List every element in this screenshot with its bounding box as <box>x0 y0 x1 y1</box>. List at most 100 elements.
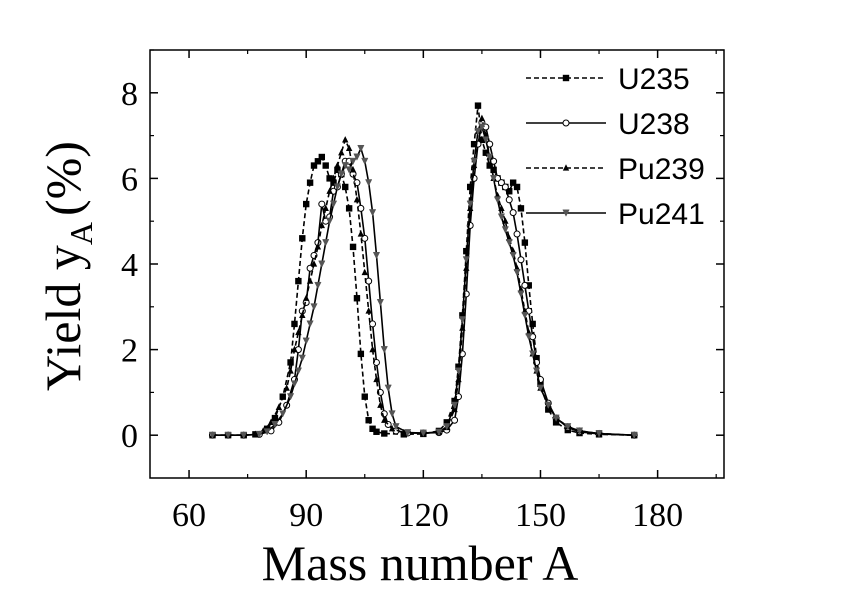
legend-marker-pu241 <box>562 209 570 217</box>
data-point-u238 <box>365 277 373 285</box>
data-point-pu241 <box>271 421 279 429</box>
data-point-pu239 <box>287 367 294 374</box>
data-point-pu241 <box>544 401 552 409</box>
data-point-u235 <box>287 359 294 366</box>
data-point-u238 <box>521 281 529 289</box>
x-tick-label: 120 <box>398 497 449 534</box>
data-point-u235 <box>322 162 329 169</box>
data-point-u235 <box>517 205 525 212</box>
y-tick-label: 4 <box>121 247 138 284</box>
data-point-pu241 <box>470 157 478 166</box>
data-point-pu241 <box>314 281 322 290</box>
data-point-pu239 <box>318 221 326 229</box>
x-tick-label: 180 <box>632 497 683 534</box>
y-tick-label: 8 <box>121 76 138 113</box>
data-point-u235 <box>506 188 513 195</box>
data-point-u238 <box>318 200 326 208</box>
data-point-pu241 <box>575 427 584 435</box>
y-axis-title-sub: A <box>63 222 99 245</box>
data-point-pu241 <box>630 431 638 439</box>
data-point-pu241 <box>361 157 369 166</box>
data-point-u235 <box>302 200 310 208</box>
data-point-u235 <box>474 102 482 109</box>
y-axis-title-main: Yield y <box>35 245 91 391</box>
data-point-pu239 <box>361 268 368 276</box>
data-point-pu239 <box>353 196 361 203</box>
data-point-pu241 <box>501 226 509 234</box>
data-point-u238 <box>451 416 459 424</box>
y-tick-label: 0 <box>121 418 138 455</box>
data-point-u235 <box>318 153 326 161</box>
data-point-pu241 <box>353 153 361 161</box>
y-axis-title-unit: (%) <box>35 141 91 216</box>
data-point-u235 <box>490 166 497 174</box>
legend-marker-u238 <box>562 119 570 127</box>
data-point-pu239 <box>478 114 486 122</box>
series-line-pu239 <box>212 115 635 436</box>
data-point-pu241 <box>208 431 217 439</box>
legend-label-pu241: Pu241 <box>618 198 705 231</box>
data-point-pu241 <box>462 256 470 264</box>
data-point-u235 <box>529 320 536 328</box>
data-point-pu241 <box>435 428 443 436</box>
data-point-pu241 <box>302 337 310 345</box>
data-point-u235 <box>373 428 380 435</box>
data-point-pu239 <box>283 384 290 391</box>
data-point-u235 <box>306 179 314 186</box>
data-point-pu241 <box>365 179 373 187</box>
data-point-pu241 <box>279 410 287 418</box>
data-point-pu241 <box>532 367 541 375</box>
x-tick-label: 90 <box>289 497 323 534</box>
data-point-pu239 <box>306 277 314 284</box>
data-point-u235 <box>349 243 357 251</box>
data-point-u235 <box>295 277 302 285</box>
data-point-u238 <box>497 179 505 187</box>
data-point-u235 <box>357 350 365 358</box>
legend-marker-u235 <box>562 74 570 82</box>
data-point-u238 <box>501 183 509 191</box>
data-point-pu241 <box>392 423 400 431</box>
data-point-u235 <box>345 205 353 212</box>
data-point-u235 <box>513 183 521 191</box>
legend-marker-pu239 <box>562 164 570 171</box>
data-point-u235 <box>291 320 298 328</box>
data-point-u235 <box>381 430 388 437</box>
data-point-pu241 <box>372 251 381 260</box>
legend-item-pu239: Pu239 <box>526 153 705 186</box>
data-point-u235 <box>525 282 532 289</box>
data-point-pu241 <box>486 153 494 161</box>
data-point-u235 <box>470 140 478 148</box>
data-point-pu241 <box>513 269 521 277</box>
data-point-pu239 <box>322 204 329 211</box>
data-point-pu241 <box>322 239 330 247</box>
y-tick-label: 6 <box>121 161 138 198</box>
data-point-pu241 <box>521 311 529 320</box>
data-point-pu239 <box>326 187 333 194</box>
series-line-u235 <box>212 105 635 436</box>
data-point-u235 <box>482 149 490 156</box>
data-point-pu241 <box>357 144 365 153</box>
data-point-pu239 <box>349 166 357 173</box>
data-point-pu241 <box>509 251 517 260</box>
data-point-pu241 <box>564 423 572 431</box>
data-point-pu241 <box>376 299 384 307</box>
data-point-pu241 <box>345 166 353 174</box>
data-point-pu239 <box>314 243 322 250</box>
legend-label-u235: U235 <box>618 63 690 96</box>
legend-item-u235: U235 <box>526 63 690 96</box>
data-point-u235 <box>310 162 318 169</box>
data-point-pu239 <box>334 161 341 169</box>
data-point-pu239 <box>381 416 388 423</box>
series-pu241 <box>208 123 638 439</box>
data-point-pu241 <box>482 136 490 144</box>
axis-ticks <box>150 49 724 478</box>
data-point-u235 <box>486 162 493 169</box>
data-point-pu239 <box>302 294 310 301</box>
data-point-pu239 <box>400 428 408 436</box>
data-point-pu241 <box>478 123 486 131</box>
data-point-pu239 <box>295 328 302 336</box>
data-point-pu239 <box>299 311 306 318</box>
data-point-u235 <box>334 166 341 174</box>
data-point-u235 <box>537 380 544 388</box>
